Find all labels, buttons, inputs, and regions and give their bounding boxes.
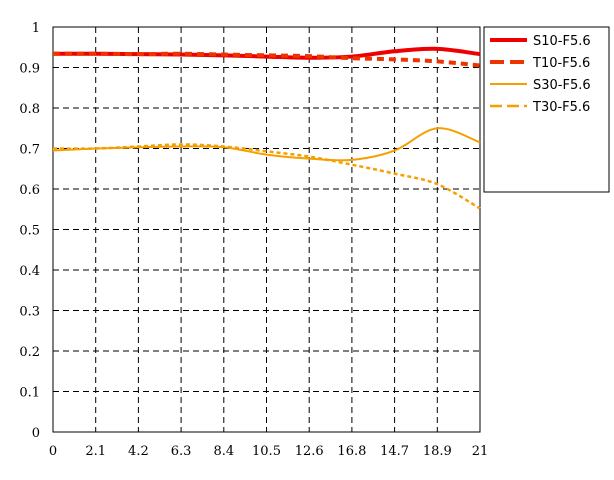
x-tick-label: 2.1	[85, 444, 106, 459]
x-tick-label: 8.4	[213, 444, 234, 459]
legend-label: S30-F5.6	[533, 78, 591, 93]
x-tick-label: 12.6	[295, 444, 324, 459]
y-tick-label: 0.1	[19, 386, 40, 401]
series-line-t10-f5.6	[52, 51, 481, 68]
y-tick-label: 0.5	[19, 224, 40, 239]
legend: S10-F5.6 T10-F5.6 S30-F5.6 T30-F5.6	[483, 26, 610, 193]
x-tick-label: 16.8	[337, 444, 366, 459]
legend-box	[483, 26, 610, 193]
x-tick-label: 0	[49, 444, 57, 459]
y-tick-label: 0.2	[19, 345, 40, 360]
x-tick-label: 6.3	[171, 444, 192, 459]
y-tick-label: 0.6	[19, 183, 40, 198]
legend-label: T10-F5.6	[532, 56, 590, 71]
legend-label: T30-F5.6	[532, 100, 590, 115]
x-tick-label: 18.9	[423, 444, 452, 459]
x-tick-label: 10.5	[252, 444, 281, 459]
x-tick-label: 21	[472, 444, 489, 459]
y-tick-label: 0.4	[19, 264, 40, 279]
y-tick-label: 0.7	[19, 143, 40, 158]
y-tick-label: 1	[32, 21, 40, 36]
legend-label: S10-F5.6	[533, 34, 591, 49]
y-tick-label: 0.9	[19, 62, 40, 77]
grid-lines	[53, 27, 480, 432]
y-tick-labels: 0 0.1 0.2 0.3 0.4 0.5 0.6 0.7 0.8 0.9 1	[19, 21, 40, 441]
series-lines	[52, 46, 481, 210]
x-tick-label: 4.2	[128, 444, 149, 459]
plot-frame	[52, 26, 481, 433]
y-tick-label: 0.3	[19, 305, 40, 320]
x-tick-label: 14.7	[380, 444, 409, 459]
y-tick-label: 0	[32, 426, 40, 441]
x-tick-labels: 0 2.1 4.2 6.3 8.4 10.5 12.6 16.8 14.7 18.9 21	[49, 444, 488, 459]
y-tick-label: 0.8	[19, 102, 40, 117]
series-line-t30-f5.6	[52, 143, 481, 210]
